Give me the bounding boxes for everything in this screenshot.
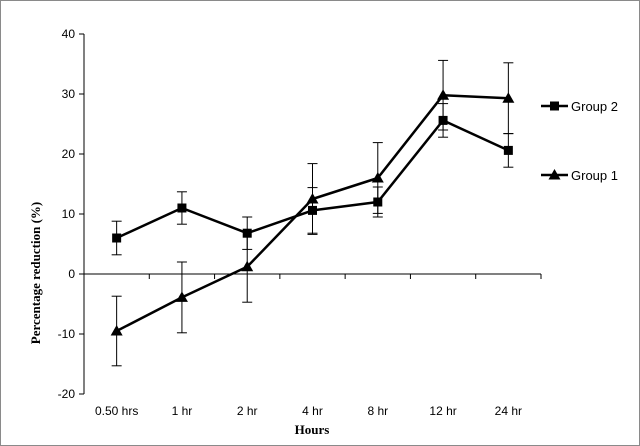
y-axis-title: Percentage reduction (%) (28, 202, 43, 344)
tick-labels: -20 -10 0 10 20 30 40 0.50 hrs 1 hr 2 hr 4 hr 8 hr 1… (58, 27, 522, 418)
legend-group-2-marker (550, 101, 559, 111)
group-2-point (242, 228, 252, 238)
axes (79, 33, 542, 395)
group-2-point (503, 145, 513, 155)
y-tick-label: 20 (62, 147, 76, 161)
legend: Group 2 Group 1 (541, 99, 618, 183)
group-1-point (241, 260, 254, 272)
group-1-point (306, 193, 319, 204)
y-tick-label: 30 (62, 87, 76, 101)
y-tick-label: 0 (68, 267, 75, 281)
group-2-point (308, 205, 317, 215)
x-tick-label: 8 hr (367, 404, 388, 418)
x-tick-label: 2 hr (237, 404, 258, 418)
y-tick-label: -20 (58, 387, 76, 401)
group-2-point (177, 203, 187, 213)
group-2-point (112, 233, 122, 243)
group-1-point (175, 291, 188, 302)
group-1-point (502, 92, 515, 103)
x-tick-label: 12 hr (429, 404, 456, 418)
x-tick-label: 4 hr (302, 404, 323, 418)
x-tick-label: 1 hr (172, 404, 193, 418)
legend-group-1-marker (548, 169, 561, 180)
x-tick-label: 0.50 hrs (95, 404, 138, 418)
x-axis-title: Hours (295, 422, 330, 437)
y-tick-label: -10 (58, 327, 76, 341)
series-markers (110, 89, 515, 336)
legend-group-1-label: Group 1 (571, 168, 618, 183)
legend-group-2-label: Group 2 (571, 99, 618, 114)
y-tick-label: 40 (62, 27, 76, 41)
group-2-point (373, 197, 383, 207)
group-2-point (438, 115, 448, 125)
y-tick-label: 10 (62, 207, 76, 221)
group-1-point (437, 89, 450, 100)
group-1-point (110, 325, 123, 336)
x-tick-label: 24 hr (495, 404, 522, 418)
group-1-point (371, 172, 384, 183)
